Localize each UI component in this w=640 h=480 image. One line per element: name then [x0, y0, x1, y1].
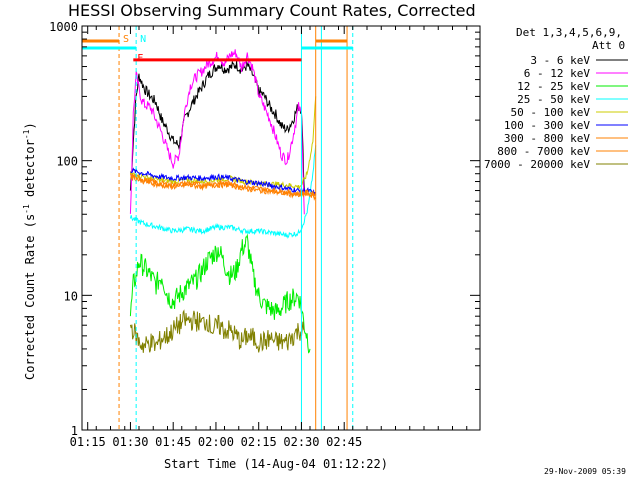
series-line — [129, 59, 305, 191]
y-axis-label: Corrected Count Rate (s-1 detector-1) — [22, 122, 37, 380]
y-tick-label: 10 — [64, 289, 78, 303]
y-tick-label: 1 — [71, 424, 78, 438]
y-tick-label: 1000 — [49, 20, 78, 34]
x-tick-label: 02:15 — [241, 435, 277, 449]
legend-label: 100 - 300 keV — [504, 119, 590, 132]
x-tick-label: 02:30 — [283, 435, 319, 449]
legend-label: 300 - 800 keV — [504, 132, 590, 145]
chart-title: HESSI Observing Summary Count Rates, Cor… — [68, 1, 476, 20]
x-tick-label: 02:45 — [326, 435, 362, 449]
series-line — [130, 167, 317, 196]
legend-label: 50 - 100 keV — [511, 106, 591, 119]
legend-header-line1: Det 1,3,4,5,6,9, — [516, 26, 622, 39]
legend-label: 3 - 6 keV — [530, 54, 590, 67]
x-tick-label: 02:00 — [198, 435, 234, 449]
series-line — [129, 233, 311, 354]
x-tick-label: 01:15 — [70, 435, 106, 449]
legend-label: 6 - 12 keV — [524, 67, 591, 80]
plot-frame — [81, 25, 481, 431]
marker-label-s: S — [123, 34, 129, 45]
legend-header-line2: Att 0 — [592, 39, 625, 52]
series-line — [129, 309, 305, 353]
series-line — [130, 174, 317, 201]
series-line — [129, 49, 305, 215]
legend-label: 25 - 50 keV — [517, 93, 590, 106]
svg-text:Corrected Count Rate (s-1 dete: Corrected Count Rate (s-1 detector-1) — [22, 122, 37, 380]
x-axis-label: Start Time (14-Aug-04 01:12:22) — [164, 457, 388, 471]
tick-layer: 01:15 01:30 01:45 02:00 02:15 02:30 02:45 1 10 10… — [49, 20, 480, 449]
x-tick-label: 01:45 — [155, 435, 191, 449]
legend-label: 12 - 25 keV — [517, 80, 590, 93]
x-tick-label: 01:30 — [112, 435, 148, 449]
legend-label: 7000 - 20000 keV — [484, 158, 590, 171]
y-tick-label: 100 — [56, 155, 78, 169]
marker-label-n: N — [140, 34, 146, 45]
legend-label: 800 - 7000 keV — [497, 145, 590, 158]
marker-layer: SNF — [81, 26, 354, 430]
series-line — [129, 145, 317, 239]
timestamp: 29-Nov-2009 05:39 — [544, 467, 626, 476]
series-layer — [129, 49, 317, 354]
